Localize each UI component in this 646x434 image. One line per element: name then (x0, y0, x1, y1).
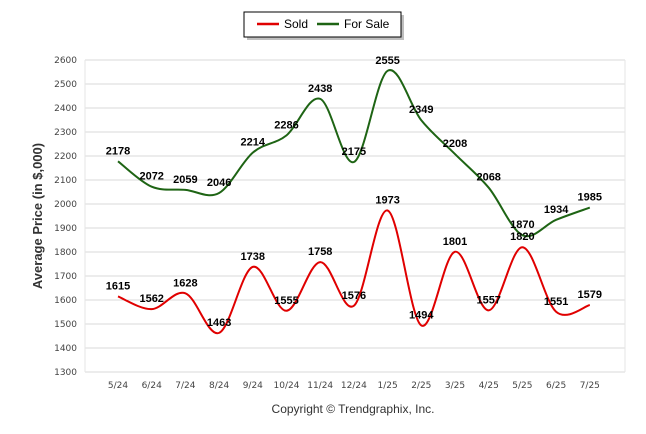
legend-label-for-sale: For Sale (344, 17, 390, 31)
y-tick-label: 1700 (54, 272, 77, 282)
x-tick-label: 10/24 (274, 381, 300, 391)
y-axis-ticks: 1300 1400 1500 1600 1700 1800 1900 2000 2100 2200… (54, 56, 77, 378)
y-tick-label: 2500 (54, 80, 77, 90)
x-tick-label: 7/24 (175, 381, 195, 391)
data-label-sold: 1615 (106, 280, 130, 292)
data-label-sold: 1557 (476, 294, 500, 306)
data-label-for-sale: 2072 (139, 171, 163, 183)
data-label-for-sale: 2349 (409, 104, 433, 116)
data-label-for-sale: 2214 (241, 137, 266, 149)
x-tick-label: 12/24 (341, 381, 367, 391)
x-tick-label: 6/25 (546, 381, 566, 391)
y-tick-label: 2600 (54, 56, 77, 66)
y-tick-label: 2400 (54, 104, 77, 114)
x-tick-label: 11/24 (307, 381, 333, 391)
x-tick-label: 7/25 (580, 381, 600, 391)
gridlines (84, 59, 626, 373)
x-tick-label: 4/25 (479, 381, 499, 391)
data-label-sold: 1801 (443, 236, 467, 248)
x-tick-label: 8/24 (209, 381, 229, 391)
x-tick-label: 5/25 (512, 381, 532, 391)
x-tick-label: 6/24 (142, 381, 162, 391)
data-label-sold: 1494 (409, 309, 434, 321)
data-labels: 1615 1562 1628 1463 1738 1555 1758 1576 1973 1494… (106, 55, 602, 329)
y-tick-label: 1500 (54, 320, 77, 330)
data-label-for-sale: 2068 (476, 172, 500, 184)
data-label-sold: 1562 (139, 293, 163, 305)
data-label-for-sale: 2208 (443, 138, 467, 150)
data-label-sold: 1576 (342, 290, 366, 302)
data-label-sold: 1579 (578, 289, 602, 301)
y-tick-label: 2000 (54, 200, 77, 210)
data-label-for-sale: 2046 (207, 177, 231, 189)
data-label-for-sale: 1985 (578, 192, 602, 204)
legend-label-sold: Sold (284, 17, 308, 31)
series-lines (117, 69, 591, 334)
copyright-footer: Copyright © Trendgraphix, Inc. (272, 402, 435, 416)
x-tick-label: 9/24 (243, 381, 263, 391)
data-label-sold: 1555 (274, 295, 298, 307)
data-label-for-sale: 2286 (274, 119, 298, 131)
data-label-sold: 1628 (173, 277, 197, 289)
data-label-sold: 1973 (375, 194, 399, 206)
legend: Sold For Sale (243, 11, 404, 40)
data-label-sold: 1551 (544, 296, 568, 308)
y-tick-label: 1800 (54, 248, 77, 258)
data-label-for-sale: 2059 (173, 174, 197, 186)
data-label-sold: 1463 (207, 317, 231, 329)
data-label-sold: 1738 (241, 251, 265, 263)
data-label-sold: 1758 (308, 246, 332, 258)
y-tick-label: 2300 (54, 128, 77, 138)
y-tick-label: 2200 (54, 152, 77, 162)
x-tick-label: 5/24 (108, 381, 128, 391)
x-tick-label: 3/25 (445, 381, 465, 391)
y-tick-label: 1900 (54, 224, 77, 234)
x-tick-label: 1/25 (377, 381, 397, 391)
y-tick-label: 1300 (54, 368, 77, 378)
series-line-for-sale (117, 69, 591, 238)
data-label-for-sale: 2175 (342, 146, 366, 158)
y-tick-label: 2100 (54, 176, 77, 186)
y-axis-label: Average Price (in $,000) (30, 143, 45, 289)
series-line-sold (117, 209, 591, 334)
data-label-for-sale: 1870 (510, 219, 534, 231)
data-label-for-sale: 1934 (544, 204, 569, 216)
y-tick-label: 1600 (54, 296, 77, 306)
data-label-for-sale: 2178 (106, 145, 130, 157)
data-label-for-sale: 2555 (375, 55, 399, 67)
x-tick-label: 2/25 (411, 381, 431, 391)
data-label-sold: 1820 (510, 231, 534, 243)
y-tick-label: 1400 (54, 344, 77, 354)
data-label-for-sale: 2438 (308, 83, 332, 95)
x-axis-ticks: 5/24 6/24 7/24 8/24 9/24 10/24 11/24 12/24 1/25 2… (108, 381, 600, 391)
